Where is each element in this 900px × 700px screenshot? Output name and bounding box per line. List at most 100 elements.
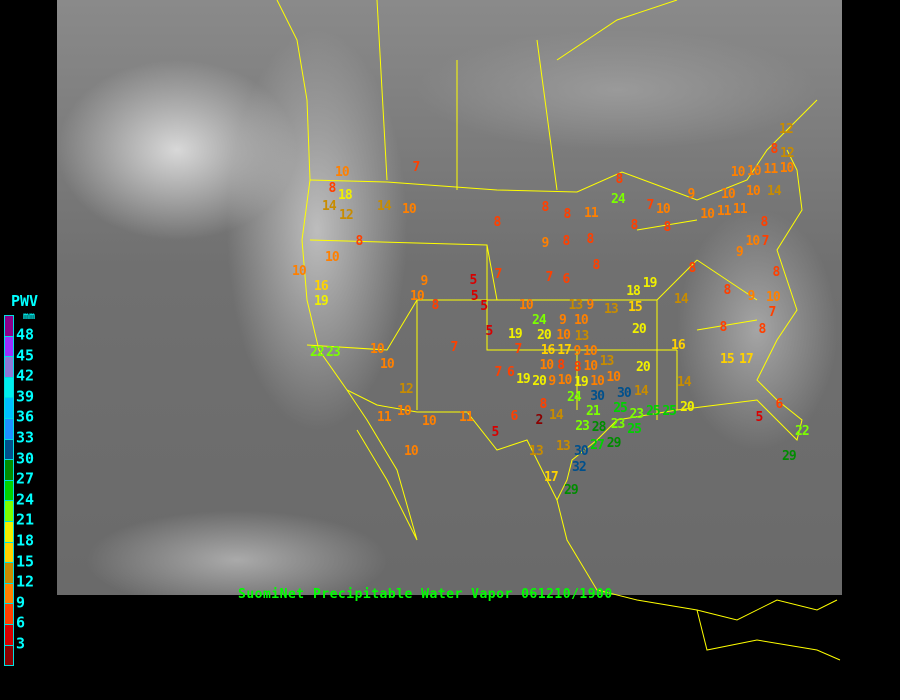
- station-pwv-value: 14: [377, 198, 392, 214]
- station-pwv-value: 29: [564, 482, 579, 498]
- station-pwv-value: 13: [574, 328, 590, 344]
- station-pwv-value: 14: [634, 383, 649, 399]
- legend-label: 24: [16, 490, 35, 509]
- legend-swatch: [4, 520, 14, 542]
- station-pwv-value: 10: [380, 356, 395, 372]
- station-pwv-value: 10: [292, 263, 307, 279]
- station-pwv-value: 10: [656, 201, 671, 217]
- station-pwv-value: 9: [687, 186, 696, 202]
- legend-title: PWV: [11, 292, 39, 310]
- station-pwv-value: 13: [604, 301, 619, 317]
- station-pwv-value: 20: [636, 359, 651, 375]
- legend-swatch: [4, 397, 14, 418]
- station-pwv-value: 8: [592, 257, 601, 273]
- station-pwv-value: 5: [480, 298, 488, 314]
- station-pwv-value: 16: [314, 278, 329, 294]
- station-pwv-value: 25: [662, 403, 677, 419]
- legend-label: 45: [16, 346, 35, 365]
- station-pwv-value: 20: [537, 328, 552, 344]
- station-pwv-value: 10: [325, 249, 340, 265]
- station-pwv-value: 10: [519, 297, 534, 313]
- station-pwv-value: 9: [420, 273, 429, 289]
- station-pwv-value: 17: [544, 469, 559, 485]
- station-pwv-value: 18: [338, 187, 353, 203]
- legend-swatch: [4, 438, 14, 460]
- station-pwv-value: 8: [719, 319, 728, 335]
- station-pwv-value: 8: [328, 180, 336, 196]
- station-pwv-value: 14: [767, 183, 782, 199]
- station-pwv-value: 28: [591, 420, 607, 436]
- station-pwv-value: 7: [450, 339, 459, 355]
- station-pwv-value: 10: [556, 327, 571, 343]
- station-pwv-value: 8: [573, 359, 582, 375]
- legend-swatch: [4, 562, 14, 583]
- canada-province-lines: [276, 0, 678, 191]
- state-lines-west: [306, 239, 498, 351]
- station-pwv-value: 15: [628, 299, 643, 315]
- legend-label: 18: [16, 531, 35, 550]
- station-pwv-value: 27: [590, 438, 605, 454]
- station-pwv-value: 13: [568, 298, 584, 313]
- station-pwv-value: 19: [508, 326, 523, 342]
- station-pwv-value: 24: [611, 191, 626, 207]
- station-pwv-value: 7: [545, 269, 554, 285]
- station-pwv-value: 23: [610, 416, 626, 432]
- station-pwv-value: 8: [493, 214, 502, 230]
- station-pwv-value: 9: [541, 235, 550, 251]
- station-pwv-value: 12: [339, 207, 354, 223]
- station-pwv-value: 12: [779, 121, 794, 137]
- station-pwv-value: 6: [507, 364, 515, 380]
- station-pwv-value: 8: [586, 231, 595, 247]
- legend-label: 36: [16, 407, 35, 426]
- station-pwv-value: 25: [613, 401, 628, 417]
- station-pwv-value: 24: [532, 313, 547, 329]
- state-boundaries: [276, 0, 841, 661]
- legend-label: 3: [16, 634, 26, 653]
- legend-label: 6: [16, 613, 26, 632]
- legend-swatch: [4, 623, 14, 645]
- legend-swatch: [4, 603, 14, 624]
- station-pwv-value: 29: [782, 448, 797, 464]
- station-pwv-value: 10: [779, 161, 795, 177]
- station-pwv-value: 8: [562, 233, 571, 249]
- legend-swatch: [4, 356, 14, 377]
- station-pwv-value: 19: [574, 375, 589, 391]
- station-pwv-value: 10: [557, 373, 573, 389]
- station-pwv-value: 10: [404, 443, 419, 459]
- legend-unit: mm: [23, 311, 36, 322]
- station-pwv-value: 18: [626, 283, 641, 299]
- station-pwv-value: 7: [646, 197, 654, 213]
- station-pwv-value: 8: [563, 206, 572, 222]
- station-pwv-value: 17: [557, 343, 572, 359]
- station-pwv-value: 25: [627, 422, 642, 438]
- station-pwv-value: 10: [583, 343, 598, 359]
- station-pwv-value: 5: [485, 323, 494, 339]
- station-pwv-value: 10: [583, 359, 598, 375]
- legend-label: 15: [16, 552, 35, 571]
- station-pwv-value: 9: [548, 373, 556, 389]
- station-pwv-value: 10: [539, 358, 554, 374]
- station-pwv-value: 9: [747, 288, 756, 304]
- station-pwv-value: 32: [572, 459, 587, 475]
- legend-swatch: [4, 479, 14, 501]
- station-pwv-value: 15: [720, 351, 735, 367]
- station-pwv-value: 20: [680, 399, 695, 415]
- station-pwv-value: 20: [532, 373, 547, 389]
- station-pwv-value: 10: [746, 163, 762, 179]
- us-canada-border: [309, 99, 818, 201]
- legend-label: 39: [16, 387, 35, 406]
- station-pwv-value: 19: [642, 275, 658, 291]
- legend-label: 48: [16, 325, 35, 344]
- station-pwv-value: 14: [549, 407, 564, 423]
- legend-swatch: [4, 644, 14, 667]
- legend-label: 9: [16, 593, 26, 612]
- legend-swatch: [4, 500, 14, 521]
- station-pwv-value: 8: [355, 233, 364, 249]
- station-pwv-value: 10: [721, 186, 736, 202]
- station-pwv-value: 29: [606, 435, 622, 451]
- station-pwv-value: 20: [632, 321, 647, 337]
- station-pwv-value: 13: [599, 354, 615, 370]
- station-pwv-value: 19: [314, 294, 329, 310]
- legend-label: 27: [16, 469, 35, 488]
- station-pwv-value: 14: [674, 291, 689, 307]
